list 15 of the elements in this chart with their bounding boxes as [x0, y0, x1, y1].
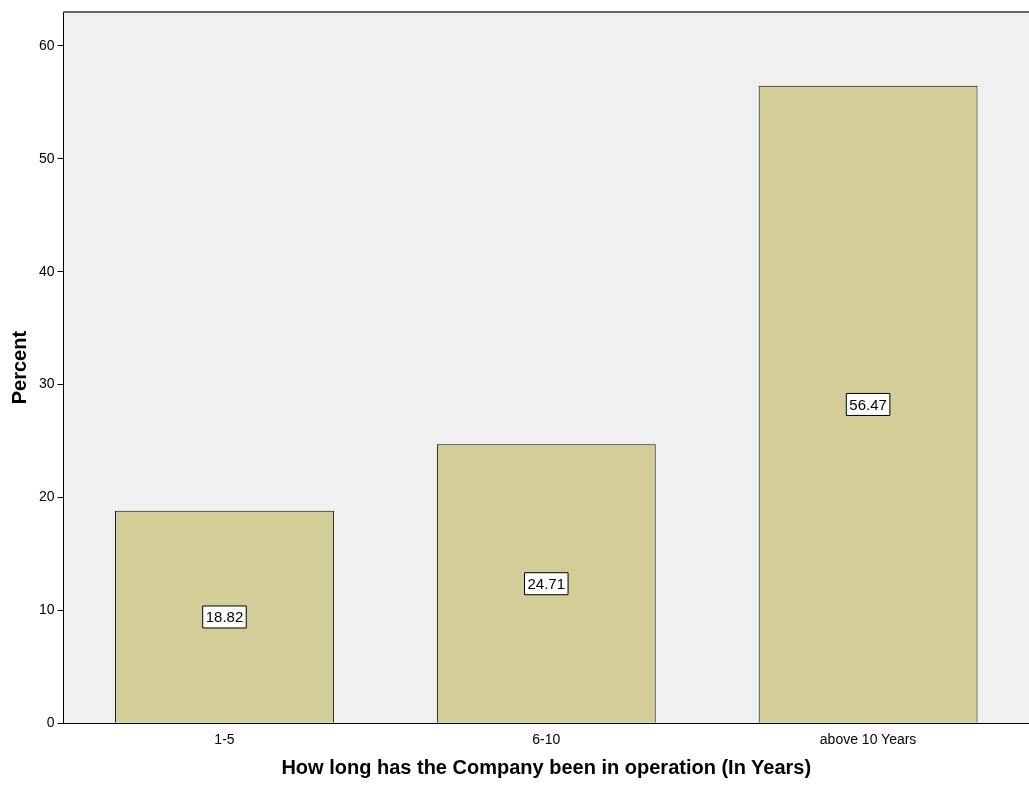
y-tick-label: 40 [38, 262, 55, 279]
y-axis-title: Percent [7, 330, 30, 405]
data-label: 18.82 [205, 608, 244, 626]
x-tick-label: above 10 Years [819, 731, 917, 748]
y-tick-label: 60 [38, 36, 55, 53]
y-tick-label: 50 [38, 149, 55, 166]
x-tick-label: 6-10 [532, 731, 561, 748]
y-tick-label: 20 [38, 488, 55, 505]
data-label: 24.71 [527, 574, 566, 592]
y-tick-label: 10 [38, 601, 55, 618]
x-tick-label: 1-5 [214, 731, 235, 748]
data-label: 56.47 [849, 395, 887, 413]
y-tick-label: 30 [38, 375, 55, 392]
x-axis-title: How long has the Company been in operation (In Years) [281, 755, 812, 778]
y-tick-label: 0 [46, 714, 55, 731]
